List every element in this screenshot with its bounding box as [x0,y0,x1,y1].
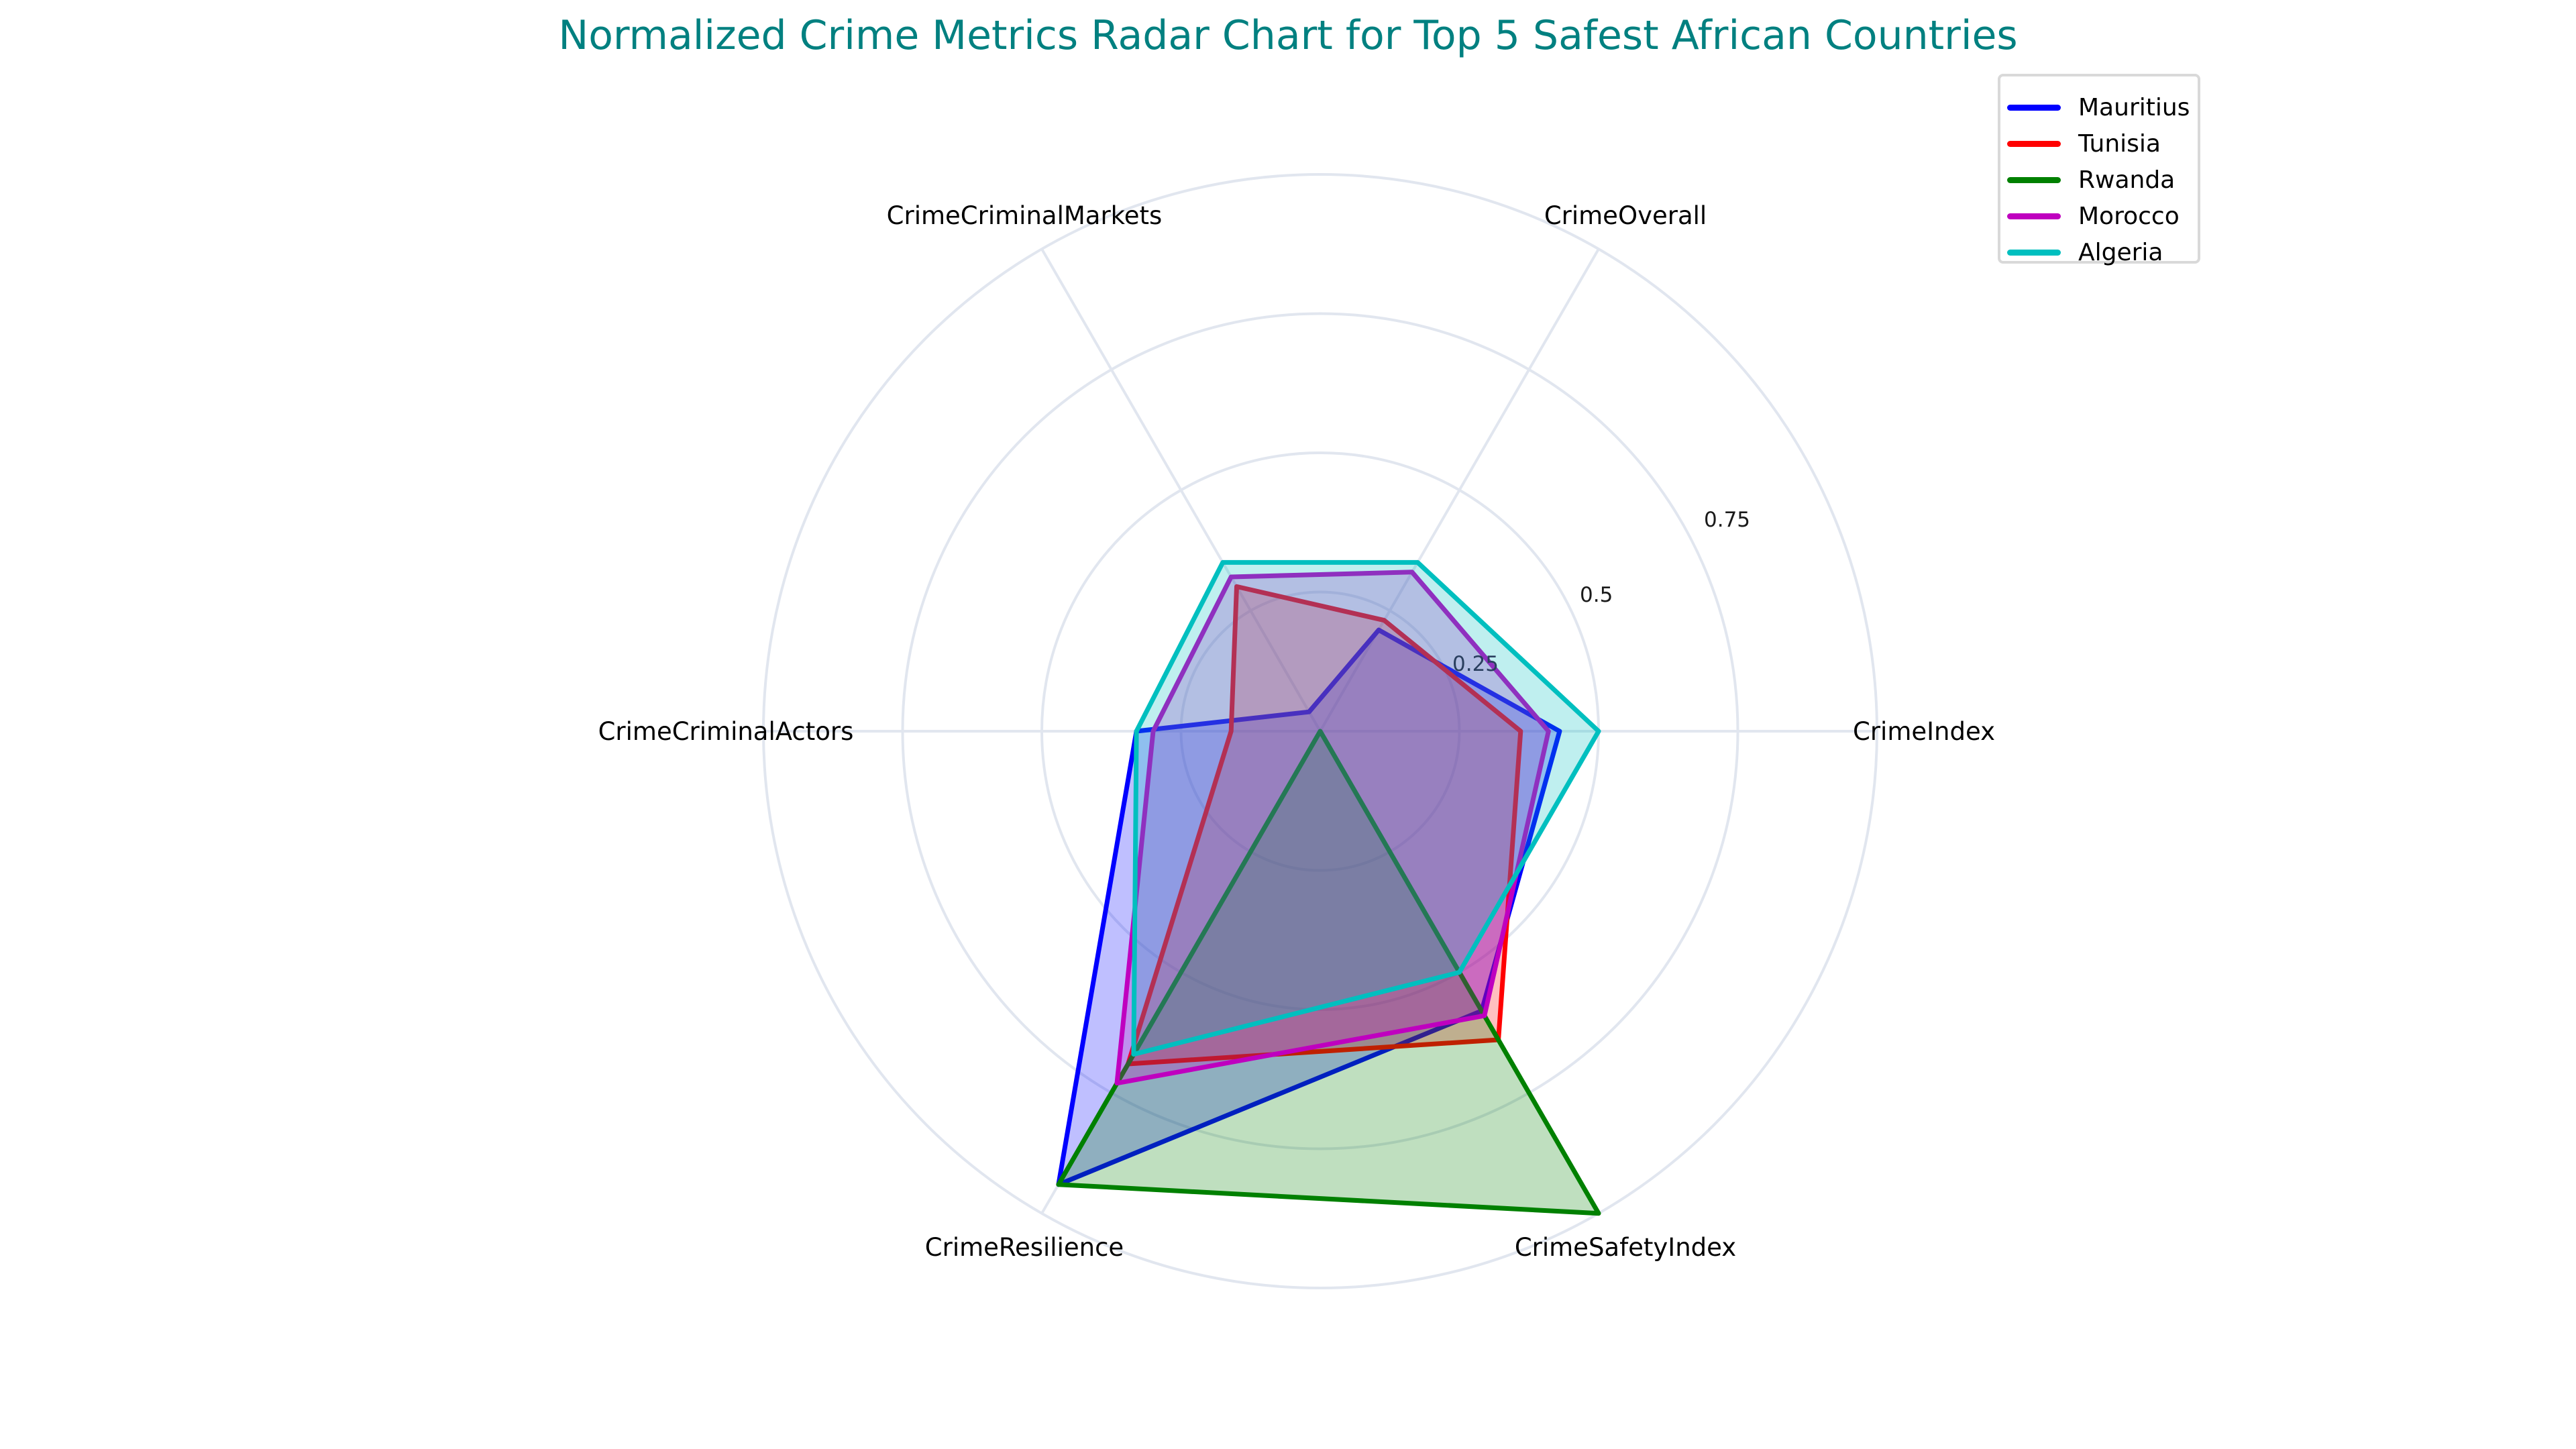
axis-label-crimecriminalmarkets: CrimeCriminalMarkets [887,201,1163,230]
legend-swatch-icon [2007,177,2061,183]
axis-spoke [1040,248,1322,732]
legend-item-mauritius[interactable]: Mauritius [2000,91,2198,127]
series-morocco[interactable] [1114,570,1551,1086]
series-layer [1056,559,1601,1216]
legend-label: Algeria [2078,239,2163,266]
axis-label-crimecriminalactors: CrimeCriminalActors [598,717,854,746]
legend-swatch-icon [2007,105,2061,111]
legend-swatch-icon [2007,141,2061,147]
legend-swatch-icon [2007,250,2061,256]
axis-label-crimeresilience: CrimeResilience [925,1233,1124,1262]
axis-label-crimeoverall: CrimeOverall [1544,201,1707,230]
radial-tick-label: 0.75 [1704,508,1750,532]
series-algeria[interactable] [1131,559,1601,1057]
axis-label-crimeindex: CrimeIndex [1853,717,1995,746]
radial-tick-label: 0.5 [1580,583,1613,607]
legend-item-morocco[interactable]: Morocco [2000,200,2198,236]
legend-label: Rwanda [2078,166,2176,194]
axis-label-crimesafetyindex: CrimeSafetyIndex [1515,1233,1736,1262]
legend-label: Tunisia [2078,130,2161,158]
radial-tick-labels: 0.25 0.5 0.75 [1452,508,1750,676]
legend-label: Morocco [2078,203,2180,230]
legend-label: Mauritius [2078,94,2190,121]
axis-labels: CrimeIndex CrimeOverall CrimeCriminalMarke… [598,201,1995,1262]
legend-item-rwanda[interactable]: Rwanda [2000,164,2198,200]
chart-title: Normalized Crime Metrics Radar Chart for… [558,12,2018,59]
radial-tick-label: 0.25 [1452,652,1499,676]
axis-spoke [1319,248,1600,732]
legend-item-algeria[interactable]: Algeria [2000,236,2198,272]
legend: Mauritius Tunisia Rwanda Morocco Algeria [1998,74,2200,266]
legend-swatch-icon [2007,213,2061,219]
legend-item-tunisia[interactable]: Tunisia [2000,127,2198,164]
